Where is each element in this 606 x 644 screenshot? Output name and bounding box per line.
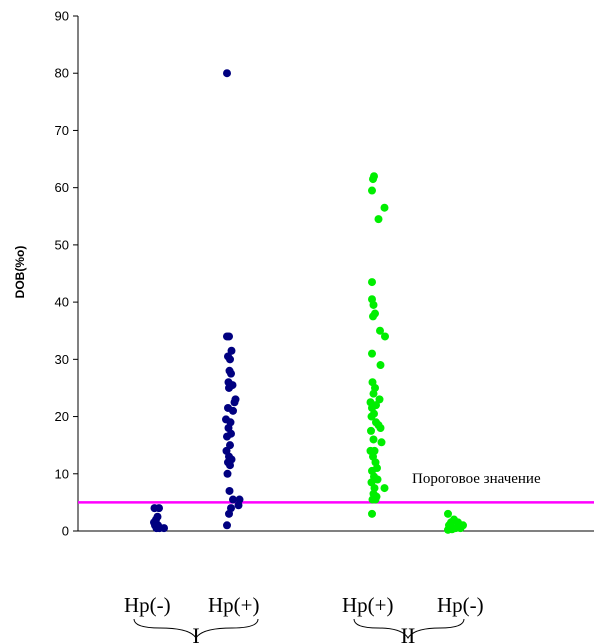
data-point [223, 469, 232, 478]
data-point [222, 415, 230, 424]
group-label-hp-pos-1: Hp(+) [208, 593, 260, 617]
brace-group-1 [133, 618, 259, 639]
data-point [160, 524, 168, 533]
y-tick-label: 30 [55, 352, 69, 367]
data-point [225, 486, 234, 495]
group-name-1: I [192, 623, 199, 644]
data-point [381, 332, 389, 341]
data-point [229, 495, 237, 504]
y-tick-label: 40 [55, 295, 69, 310]
y-axis-label: DOB(%o) [13, 246, 27, 299]
data-point [369, 175, 377, 184]
data-point [155, 504, 163, 513]
data-point [380, 203, 389, 212]
y-tick-label: 0 [62, 524, 69, 539]
data-point [223, 432, 231, 441]
data-point [380, 484, 389, 493]
y-tick-label: 80 [55, 66, 69, 81]
y-tick-label: 10 [55, 466, 69, 481]
threshold-label: Пороговое значение [412, 471, 541, 487]
data-point [227, 369, 235, 378]
y-axis: 0 10 20 30 40 50 60 70 80 90 [55, 9, 79, 539]
data-point [227, 346, 236, 355]
data-point [225, 509, 233, 518]
group-label-hp-neg-1: Hp(-) [124, 593, 171, 617]
data-point [444, 525, 452, 534]
data-point [369, 300, 378, 309]
data-point [369, 312, 377, 321]
data-point [376, 361, 385, 370]
data-point [371, 495, 380, 504]
data-point [369, 389, 378, 398]
group-label-hp-neg-2: Hp(-) [437, 593, 484, 617]
data-point [368, 509, 376, 518]
data-point [223, 69, 231, 78]
data-point [368, 278, 376, 287]
data-point [376, 326, 384, 335]
data-point [234, 501, 243, 510]
data-points [150, 69, 467, 534]
data-point [229, 406, 237, 415]
data-point [225, 332, 233, 341]
y-tick-label: 70 [55, 123, 69, 138]
y-tick-label: 50 [55, 237, 69, 252]
y-tick-label: 60 [55, 180, 69, 195]
data-point [226, 441, 234, 450]
data-point [230, 398, 239, 407]
data-point [373, 475, 382, 484]
y-tick-label: 20 [55, 409, 69, 424]
y-tick-label: 90 [55, 9, 69, 24]
group-name-2: II [401, 623, 416, 644]
data-point [376, 424, 385, 432]
data-point [370, 409, 378, 418]
data-point [368, 186, 376, 195]
data-point [225, 383, 233, 392]
data-point [377, 438, 386, 447]
data-point [444, 509, 452, 518]
group-label-hp-pos-2: Hp(+) [342, 593, 394, 617]
data-point [367, 426, 375, 435]
data-point [369, 435, 378, 444]
data-point [223, 521, 231, 530]
data-point [368, 349, 376, 358]
data-point [456, 524, 465, 533]
brace-group-2 [353, 618, 465, 639]
data-point [226, 461, 234, 470]
data-point [374, 215, 383, 224]
data-point [226, 355, 234, 364]
data-point [375, 395, 384, 404]
